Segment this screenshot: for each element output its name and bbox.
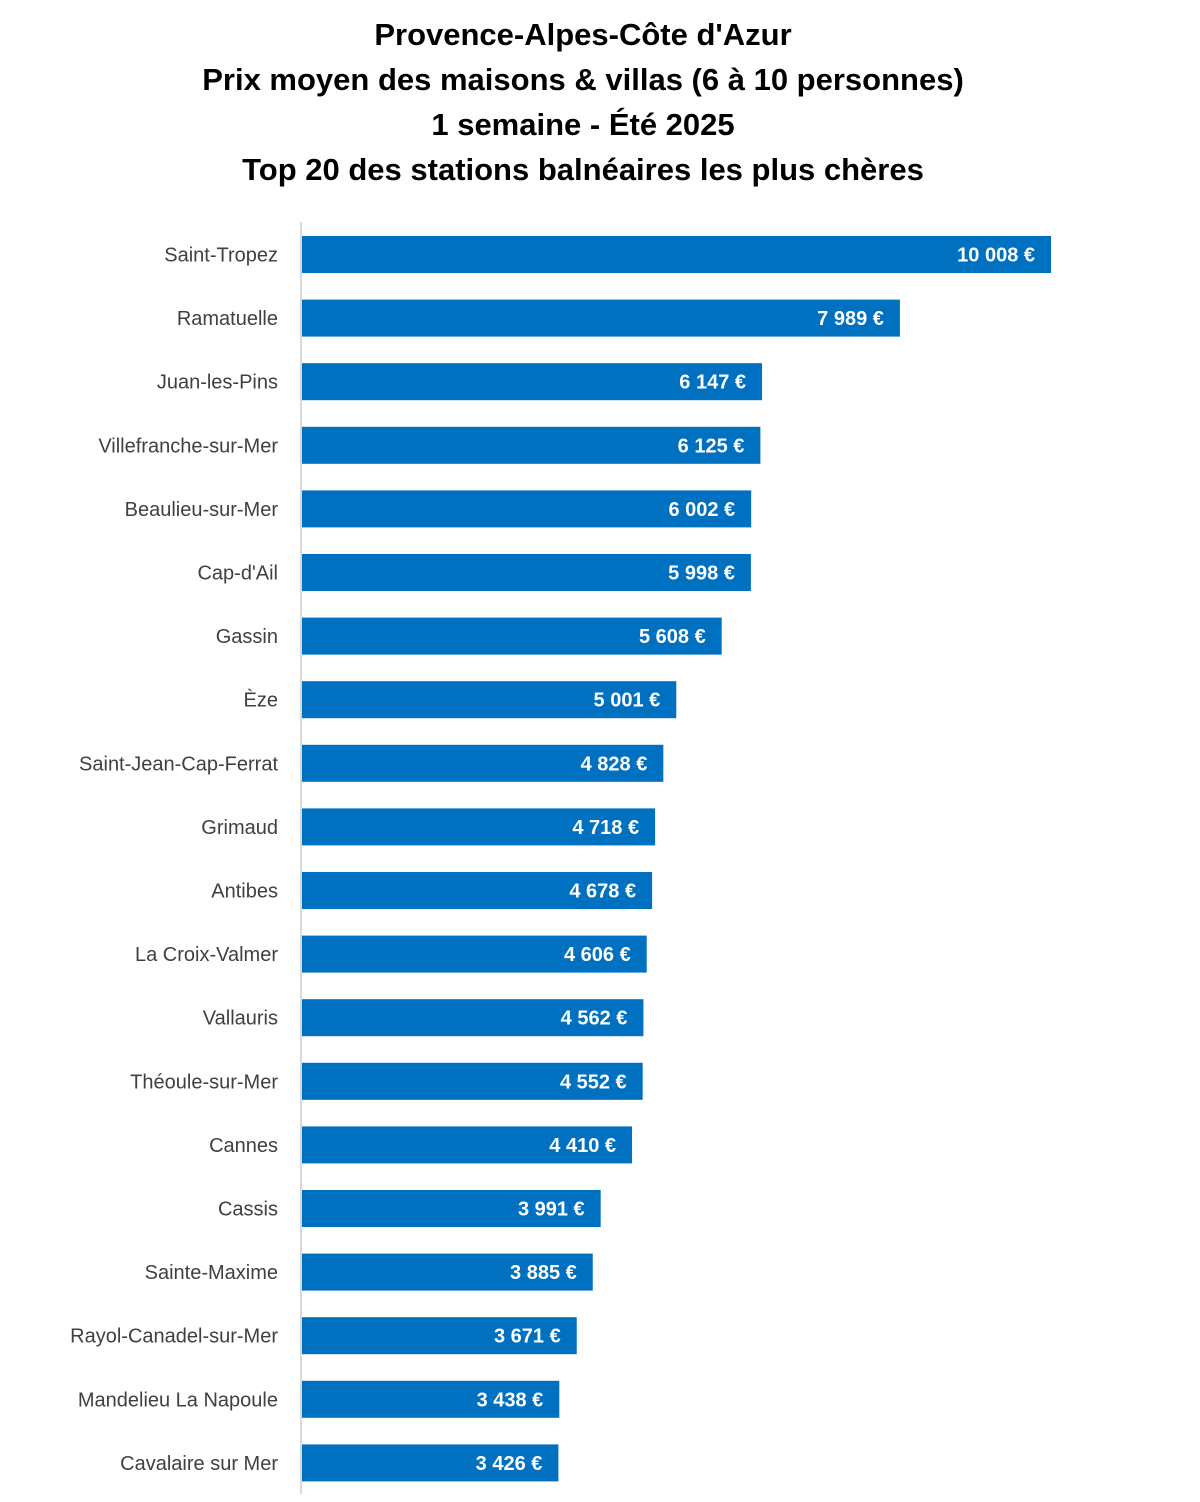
bar-row: Sainte-Maxime 3 885 €: [145, 1253, 593, 1291]
category-label: Cassis: [218, 1199, 278, 1221]
category-label: Mandelieu La Napoule: [78, 1389, 278, 1411]
bar-row: Cap-d'Ail 5 998 €: [197, 554, 751, 591]
category-label: Antibes: [211, 881, 278, 903]
bar: [302, 363, 763, 401]
chart-title: Provence-Alpes-Côte d'Azur Prix moyen de…: [0, 12, 1166, 192]
bar: [302, 299, 900, 337]
category-label: Cannes: [209, 1135, 278, 1157]
bar-row: Èze 5 001 €: [244, 681, 677, 719]
category-label: Saint-Jean-Cap-Ferrat: [79, 753, 278, 775]
bar: [302, 1444, 559, 1482]
bar-row: Rayol-Canadel-sur-Mer 3 671 €: [70, 1317, 577, 1355]
category-label: Théoule-sur-Mer: [130, 1071, 278, 1093]
data-label: 4 562 €: [561, 1008, 628, 1030]
bar-row: Juan-les-Pins 6 147 €: [157, 363, 763, 401]
data-label: 5 608 €: [639, 626, 706, 648]
category-label: Grimaud: [201, 817, 278, 839]
bar-row: Villefranche-sur-Mer 6 125 €: [98, 426, 761, 464]
data-label: 3 426 €: [476, 1453, 543, 1475]
bar: [302, 872, 653, 909]
bar-row: Cassis 3 991 €: [218, 1190, 601, 1227]
bar-row: Saint-Tropez 10 008 €: [164, 236, 1051, 273]
data-label: 4 552 €: [560, 1071, 627, 1093]
bar-row: Cavalaire sur Mer 3 426 €: [120, 1444, 559, 1482]
bar: [302, 617, 722, 655]
data-label: 3 991 €: [518, 1199, 585, 1221]
data-label: 6 125 €: [678, 435, 745, 457]
bar-row: Gassin 5 608 €: [216, 617, 722, 655]
category-label: Gassin: [216, 626, 278, 648]
bar-row: Mandelieu La Napoule 3 438 €: [78, 1380, 560, 1418]
category-label: Cavalaire sur Mer: [120, 1453, 278, 1475]
chart-title-line-3: 1 semaine - Été 2025: [431, 107, 735, 142]
bar: [302, 1253, 593, 1291]
bar-row: Vallauris 4 562 €: [203, 999, 644, 1037]
bar: [302, 1062, 643, 1100]
category-label: Rayol-Canadel-sur-Mer: [70, 1326, 278, 1348]
chart-title-line-1: Provence-Alpes-Côte d'Azur: [374, 17, 792, 52]
category-label: Saint-Tropez: [164, 245, 278, 267]
category-label: Villefranche-sur-Mer: [98, 435, 278, 457]
chart-title-line-2: Prix moyen des maisons & villas (6 à 10 …: [202, 62, 964, 97]
bar: [302, 808, 656, 846]
category-label: La Croix-Valmer: [135, 944, 278, 966]
bar-row: Antibes 4 678 €: [211, 872, 653, 909]
bar-row: Saint-Jean-Cap-Ferrat 4 828 €: [79, 744, 664, 782]
data-label: 3 885 €: [510, 1262, 577, 1284]
data-label: 4 678 €: [569, 881, 636, 903]
bar-row: Grimaud 4 718 €: [201, 808, 656, 846]
bars-group: Saint-Tropez 10 008 € Ramatuelle 7 989 € Jua…: [70, 236, 1051, 1482]
category-label: Beaulieu-sur-Mer: [125, 499, 279, 521]
bar: [302, 490, 752, 528]
category-label: Sainte-Maxime: [145, 1262, 278, 1284]
data-label: 6 002 €: [668, 499, 735, 521]
bar: [302, 681, 677, 719]
bar-row: Théoule-sur-Mer 4 552 €: [130, 1062, 643, 1100]
data-label: 3 671 €: [494, 1326, 561, 1348]
data-label: 4 828 €: [581, 753, 648, 775]
data-label: 4 718 €: [572, 817, 639, 839]
category-label: Vallauris: [203, 1008, 278, 1030]
bar-row: Ramatuelle 7 989 €: [177, 299, 900, 337]
category-label: Cap-d'Ail: [197, 563, 278, 585]
chart-title-line-4: Top 20 des stations balnéaires les plus …: [242, 152, 924, 187]
bar: [302, 999, 644, 1037]
bar: [302, 935, 647, 973]
bar: [302, 744, 664, 782]
data-label: 3 438 €: [477, 1389, 544, 1411]
bar-row: Cannes 4 410 €: [209, 1126, 633, 1164]
data-label: 5 001 €: [594, 690, 661, 712]
bar: [302, 1380, 560, 1418]
bar-row: Beaulieu-sur-Mer 6 002 €: [125, 490, 752, 528]
data-label: 10 008 €: [957, 245, 1035, 267]
bar: [302, 1126, 633, 1164]
bar: [302, 236, 1051, 273]
category-label: Èze: [244, 689, 278, 712]
bar: [302, 1317, 577, 1355]
bar: [302, 554, 751, 591]
bar: [302, 426, 761, 464]
data-label: 4 606 €: [564, 944, 631, 966]
data-label: 5 998 €: [668, 563, 735, 585]
category-label: Ramatuelle: [177, 308, 278, 330]
data-label: 6 147 €: [679, 372, 746, 394]
category-label: Juan-les-Pins: [157, 372, 278, 394]
bar: [302, 1190, 601, 1227]
data-label: 4 410 €: [549, 1135, 616, 1157]
bar-row: La Croix-Valmer 4 606 €: [135, 935, 647, 973]
data-label: 7 989 €: [817, 308, 884, 330]
